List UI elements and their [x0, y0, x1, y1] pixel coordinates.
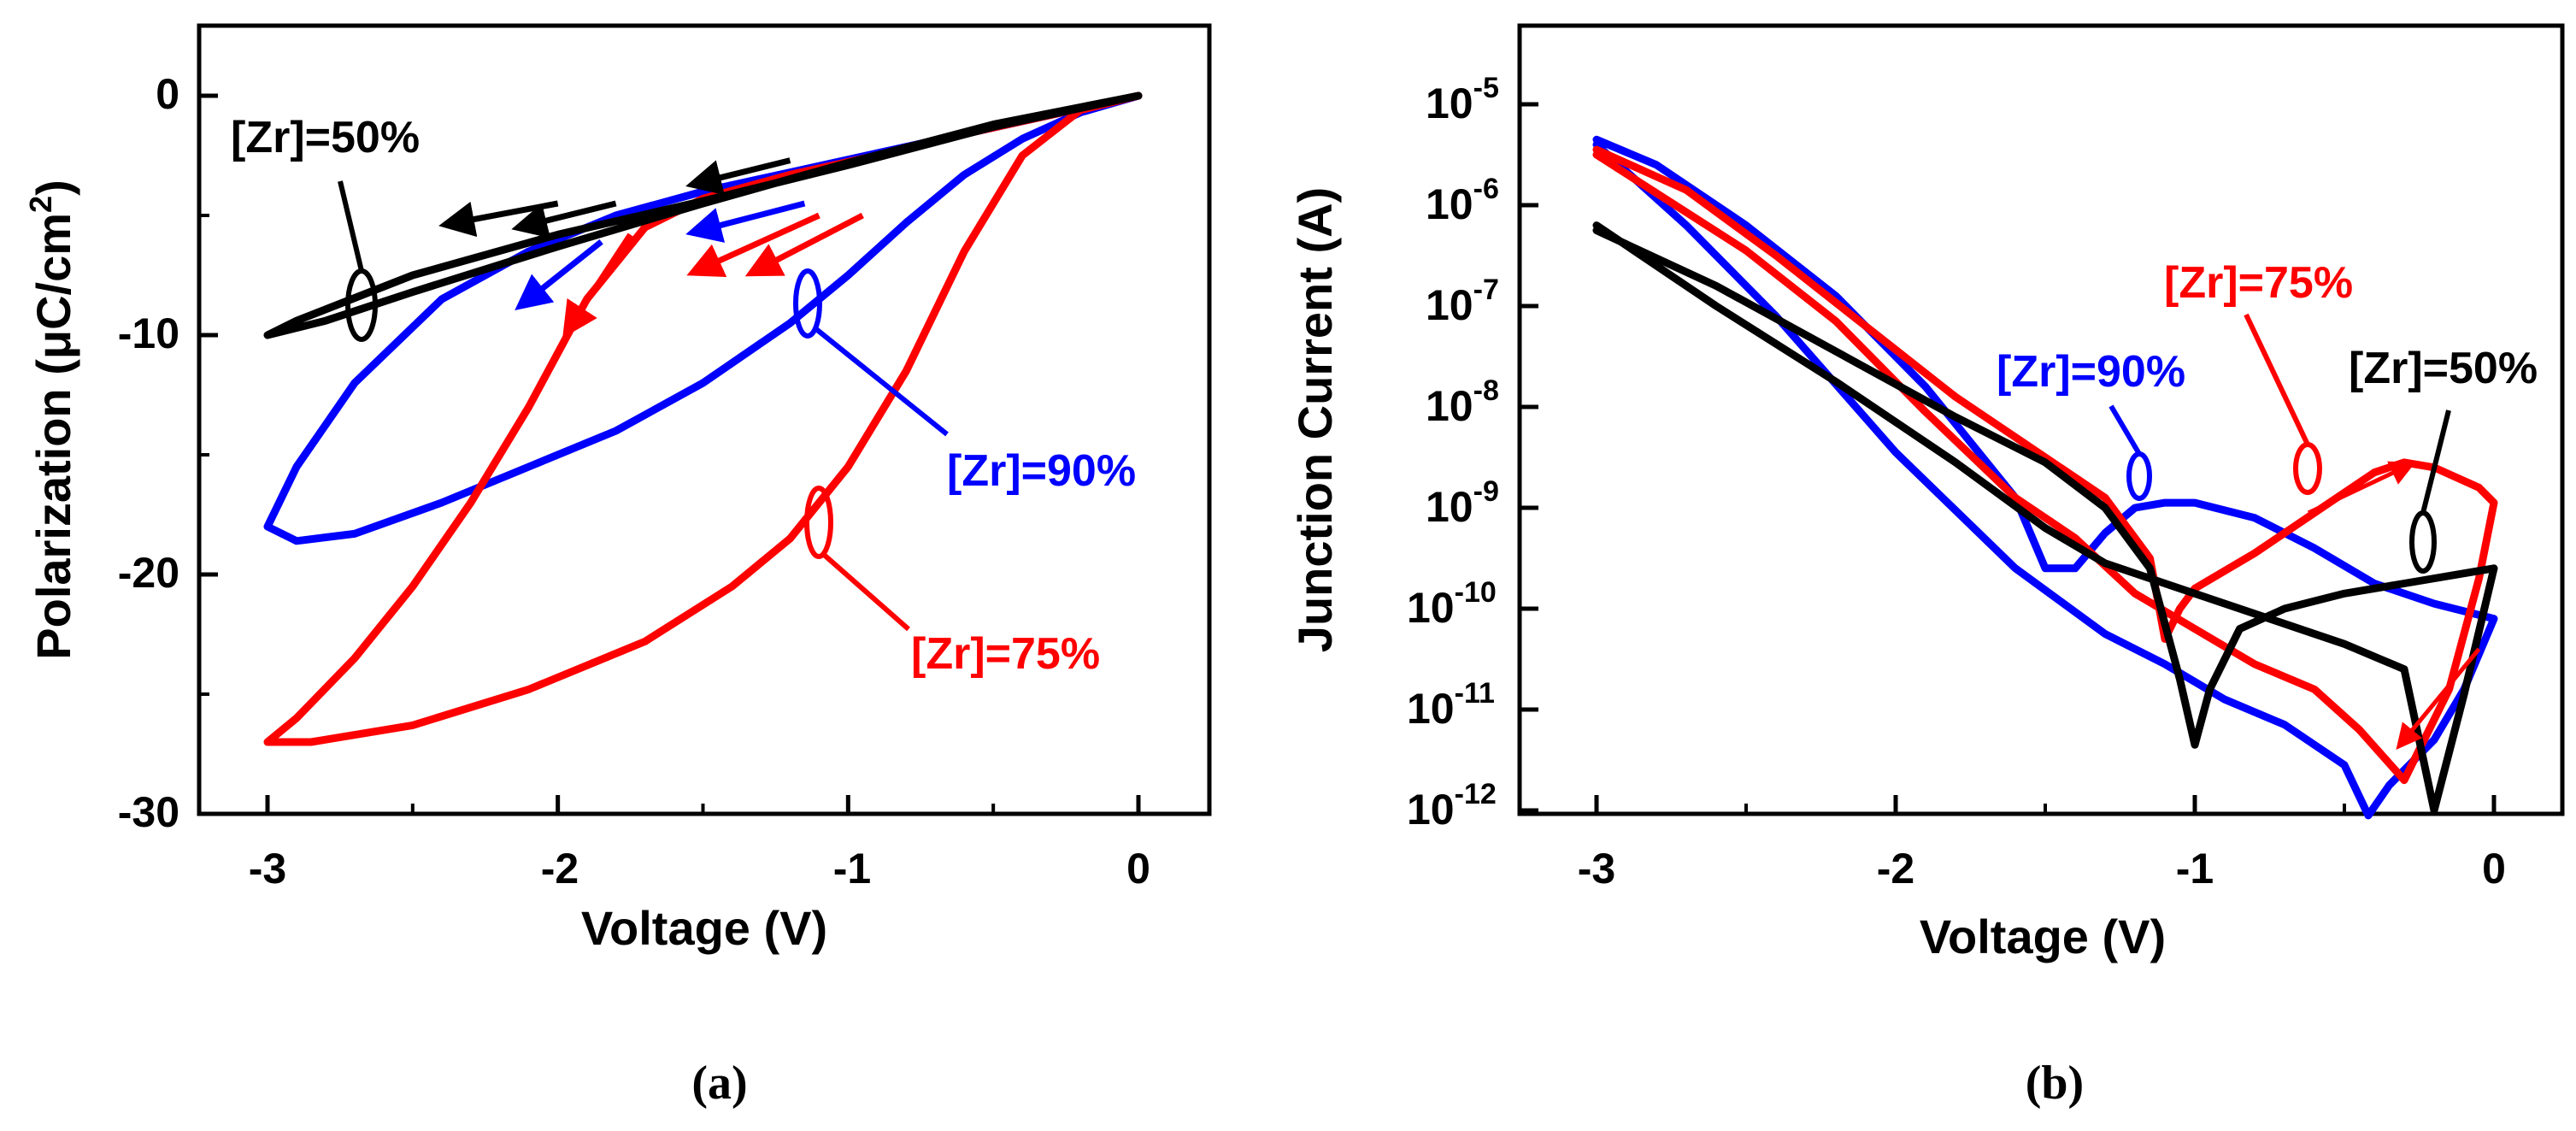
b-y-axis-title: Junction Current (A)	[1288, 187, 1342, 652]
a-ylabel-sup: 2	[23, 196, 58, 213]
a-x-axis-title: Voltage (V)	[581, 901, 827, 955]
b-direction-arrow	[2307, 461, 2416, 515]
a-zr90-ellipse-marker	[793, 268, 822, 339]
b-ytick-label: 10-6	[1426, 173, 1499, 228]
b-zr50-ellipse-marker	[2409, 510, 2437, 574]
b-series-50-line	[1592, 221, 2498, 815]
b-ytick-label: 10-11	[1407, 677, 1495, 733]
a-zr50-leader-line	[338, 180, 364, 272]
b-xtick-label: -3	[1578, 845, 1615, 892]
a-zr90-leader-line	[815, 327, 949, 437]
b-ytick-base: 10	[1426, 80, 1473, 127]
a-ytick-label: -10	[118, 309, 179, 357]
b-ytick-exponent: -7	[1473, 274, 1499, 306]
b-ytick-exponent: -5	[1473, 72, 1499, 104]
b-xtick-label: -2	[1877, 845, 1914, 892]
b-ytick-base: 10	[1426, 281, 1473, 329]
b-ytick-label: 10-9	[1426, 475, 1499, 531]
panel-b-junction-current-chart: -3 -2 -1 0 10-5 10-6 10-7 10-8 10-9 10-1…	[1288, 23, 2565, 1110]
b-panel-caption: (b)	[2026, 1057, 2084, 1110]
a-zr75-ellipse-marker	[804, 486, 833, 559]
b-ytick-base: 10	[1407, 685, 1455, 733]
a-direction-arrow	[685, 200, 806, 243]
a-xtick-label: -2	[541, 845, 579, 892]
panel-a-polarization-chart: -3 -2 -1 0 0 -10 -20 -30 Voltage (V) Pol…	[23, 23, 1212, 1110]
a-annotation-zr75: [Zr]=75%	[911, 629, 1100, 679]
b-annotation-zr50: [Zr]=50%	[2349, 344, 2538, 393]
panel-a-curves	[263, 91, 1143, 746]
a-xtick-label: -1	[833, 845, 871, 892]
a-direction-arrow	[438, 200, 559, 238]
a-panel-caption: (a)	[691, 1057, 747, 1110]
b-ytick-base: 10	[1426, 382, 1473, 430]
b-ytick-base: 10	[1426, 483, 1473, 531]
b-xtick-label: -1	[2176, 845, 2214, 892]
b-ytick-label: 10-12	[1407, 778, 1497, 834]
b-ytick-exponent: -12	[1455, 778, 1497, 810]
a-annotation-zr90: [Zr]=90%	[947, 446, 1136, 496]
b-ytick-exponent: -11	[1455, 677, 1495, 710]
b-ytick-base: 10	[1426, 180, 1473, 228]
panel-b-curves	[1592, 135, 2498, 820]
a-ytick-label: -20	[118, 549, 179, 597]
b-direction-arrow	[2396, 647, 2481, 750]
b-ytick-label: 10-8	[1426, 374, 1499, 430]
b-zr75-ellipse-marker	[2293, 442, 2322, 495]
b-ytick-exponent: -9	[1473, 475, 1499, 508]
b-x-axis-title: Voltage (V)	[1920, 910, 2166, 963]
a-series-50-line	[263, 91, 1143, 339]
a-ylabel-main: Polarization (μC/cm	[26, 213, 80, 660]
b-ytick-label: 10-7	[1426, 274, 1499, 329]
panel-a-ticks	[199, 93, 1141, 816]
b-annotation-zr90: [Zr]=90%	[1997, 347, 2185, 397]
a-direction-arrow	[562, 233, 633, 339]
a-direction-arrow	[744, 212, 864, 277]
panel-b-ticks	[1520, 102, 2497, 814]
b-ytick-base: 10	[1407, 786, 1455, 834]
b-ytick-base: 10	[1407, 584, 1455, 632]
b-zr50-leader-line	[2420, 409, 2451, 514]
a-ytick-label: 0	[156, 70, 179, 118]
a-direction-arrow	[685, 157, 791, 196]
b-xtick-label: 0	[2482, 845, 2506, 892]
panel-b-plot-frame	[1517, 23, 2565, 816]
a-zr75-leader-line	[821, 551, 910, 632]
b-zr90-leader-line	[2108, 404, 2142, 456]
a-xtick-label: 0	[1126, 845, 1150, 892]
a-direction-arrow	[511, 200, 617, 239]
b-ytick-exponent: -6	[1473, 173, 1499, 205]
b-ytick-exponent: -8	[1473, 374, 1499, 407]
a-series-75-line	[263, 91, 1143, 746]
b-ytick-exponent: -10	[1455, 576, 1497, 609]
a-direction-arrow	[686, 212, 820, 278]
b-ytick-label: 10-5	[1426, 72, 1499, 127]
panel-b-direction-arrows	[2307, 461, 2481, 750]
b-zr75-leader-line	[2244, 313, 2310, 446]
a-ytick-label: -30	[118, 788, 179, 836]
a-annotation-zr50: [Zr]=50%	[231, 113, 420, 162]
a-y-axis-title: Polarization (μC/cm2)	[23, 180, 80, 659]
b-ytick-label: 10-10	[1407, 576, 1497, 632]
a-ylabel-end: )	[26, 180, 80, 196]
a-direction-arrow	[515, 239, 603, 311]
b-zr90-ellipse-marker	[2126, 451, 2152, 501]
b-annotation-zr75: [Zr]=75%	[2164, 258, 2353, 308]
panel-a-direction-arrows	[438, 157, 864, 339]
a-xtick-label: -3	[249, 845, 286, 892]
